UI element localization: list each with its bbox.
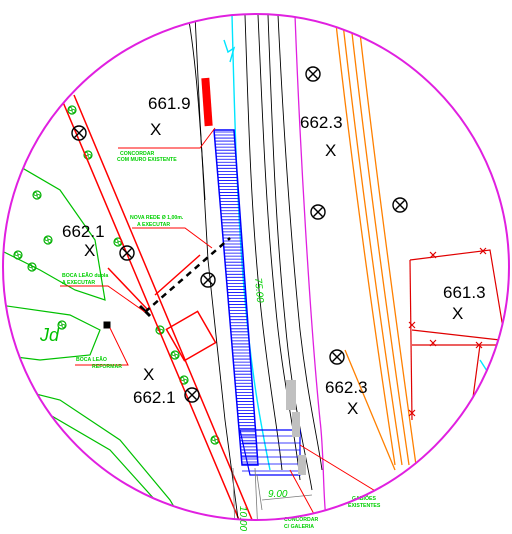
area-label: Jd xyxy=(39,325,60,345)
water-lines xyxy=(223,14,509,471)
tree-icon xyxy=(27,262,37,272)
tree-icon xyxy=(57,320,67,330)
circle-x-icon xyxy=(392,197,408,213)
note-gabioes-line1: GABIÕES xyxy=(352,495,376,502)
note-concordar-galeria-line2: C/ GALERIA xyxy=(284,524,314,530)
green-area-boundaries xyxy=(3,154,191,520)
elevation-label: 661.9 xyxy=(148,94,191,113)
note-nova-rede-line2: A EXECUTAR xyxy=(137,222,170,228)
elevation-label: 661.3 xyxy=(443,283,486,302)
channel xyxy=(213,129,301,476)
circle-x-icon xyxy=(119,245,135,261)
elevation-label: 662.3 xyxy=(325,378,368,397)
orange-lines xyxy=(334,14,417,471)
note-boca-dupla-line2: A EXECUTAR xyxy=(62,280,95,286)
fence-markers xyxy=(408,247,487,417)
tree-icon xyxy=(32,190,42,200)
circle-x-icon xyxy=(329,349,345,365)
road-boundary xyxy=(59,94,259,520)
note-concordar-galeria-line1: CONCORDAR xyxy=(284,517,319,523)
tree-icon xyxy=(170,350,180,360)
note-boca-reformar-line1: BOCA LEÃO xyxy=(76,356,107,363)
pipe-segment xyxy=(201,77,213,127)
note-nova-rede-line1: NOVA REDE Ø 1,00m. xyxy=(130,215,184,221)
elevation-mark: X xyxy=(325,141,336,160)
viewport-border xyxy=(2,13,510,521)
circle-x-icon xyxy=(200,272,216,288)
dimension-channel-length: 75.00 xyxy=(252,277,265,303)
note-concordar-muro-line2: COM MURO EXISTENTE xyxy=(117,157,177,163)
elevation-mark: X xyxy=(143,365,154,384)
proposed-network xyxy=(103,237,231,329)
note-boca-dupla-line1: BOCA LEÃO dupla xyxy=(62,272,108,279)
tree-icon xyxy=(13,250,23,260)
elevation-mark: X xyxy=(84,241,95,260)
tree-icon xyxy=(43,235,53,245)
elevation-label: 662.1 xyxy=(133,388,176,407)
elevation-mark: X xyxy=(452,304,463,323)
elevation-mark: X xyxy=(347,399,358,418)
elevation-label: 662.3 xyxy=(300,113,343,132)
elevation-mark: X xyxy=(150,120,161,139)
elevation-labels: 661.9 X 662.3 X 662.1 X 661.3 X 662.3 X … xyxy=(62,94,486,418)
note-concordar-muro-line1: CONCORDAR xyxy=(120,151,155,157)
gabions xyxy=(286,380,306,475)
circle-x-icon xyxy=(305,66,321,82)
note-boca-reformar-line2: REFORMAR xyxy=(92,364,122,370)
elevation-label: 662.1 xyxy=(62,222,105,241)
circle-x-icon xyxy=(71,125,87,141)
dimension-width: 9.00 xyxy=(268,489,288,500)
circle-x-icon xyxy=(310,204,326,220)
note-gabioes-line2: EXISTENTES xyxy=(348,503,381,509)
tree-icon xyxy=(67,105,77,115)
property-line xyxy=(294,14,331,520)
notes: CONCORDAR COM MURO EXISTENTE NOVA REDE Ø… xyxy=(62,151,381,530)
fence xyxy=(409,249,509,421)
